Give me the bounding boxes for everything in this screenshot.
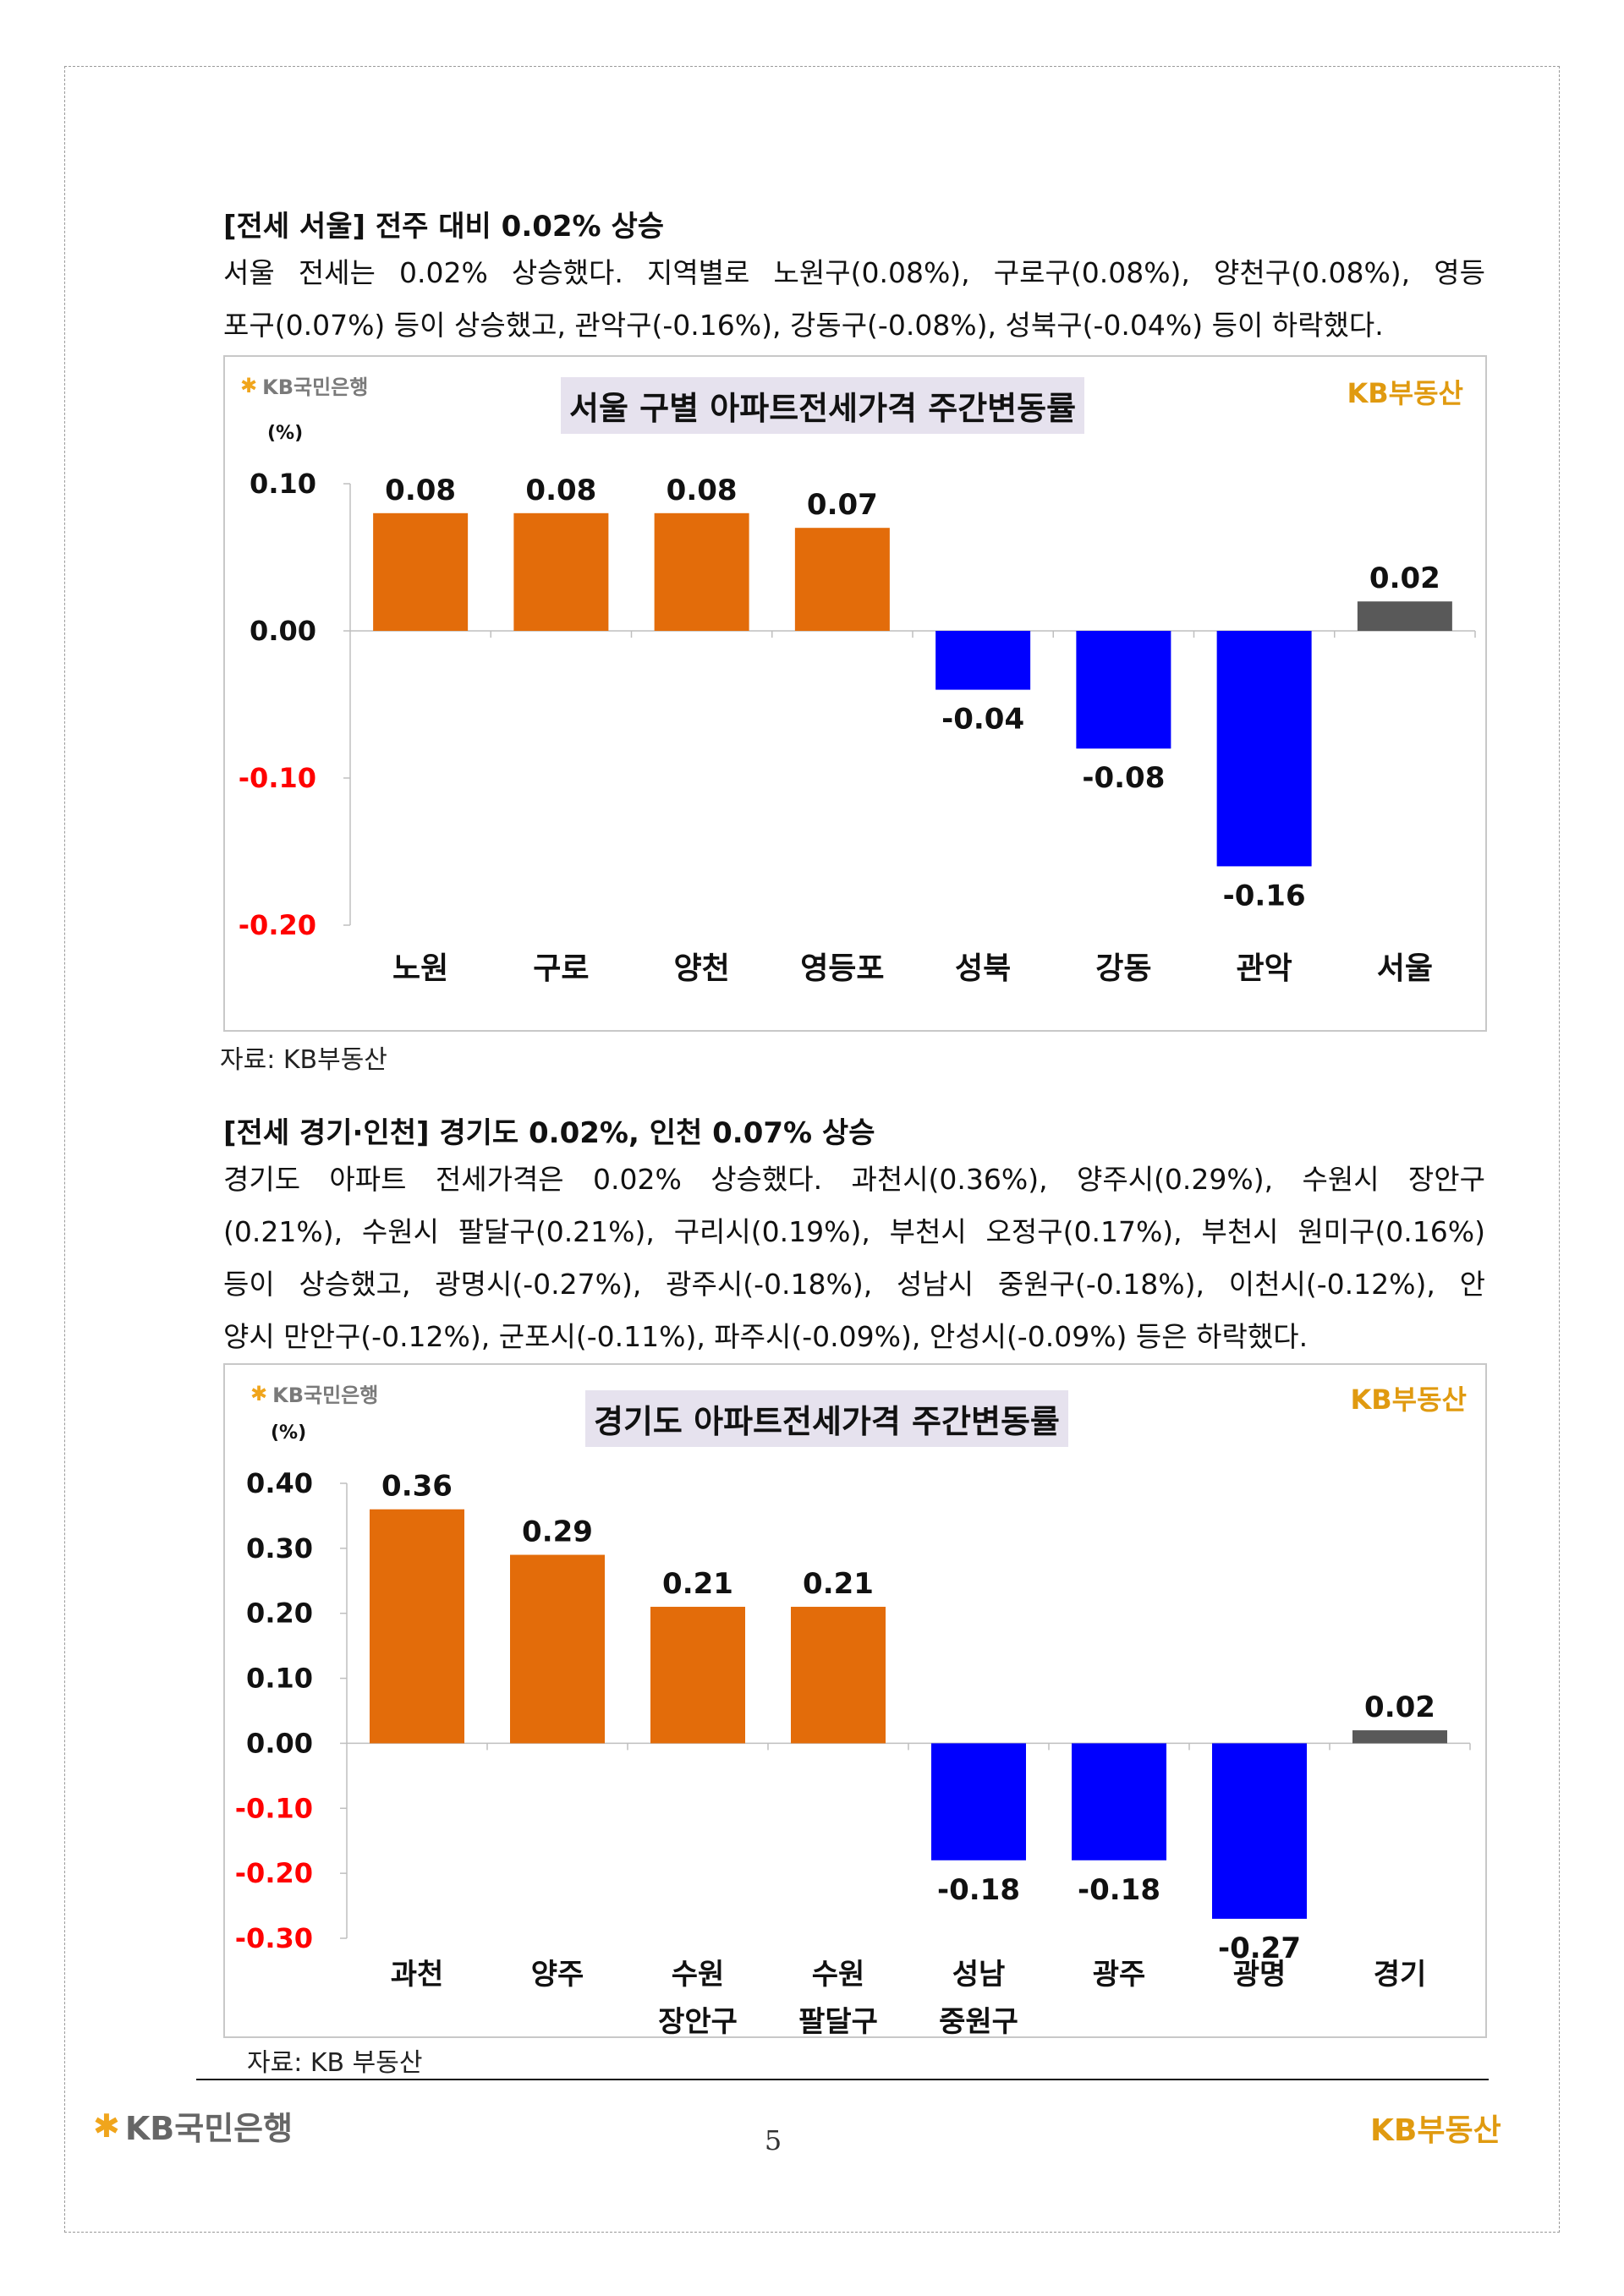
data-label: 0.08 [525, 474, 596, 507]
paragraph-line: 양시 만안구(-0.12%), 군포시(-0.11%), 파주시(-0.09%)… [223, 1320, 1309, 1353]
bar [931, 1743, 1026, 1860]
bar [1212, 1743, 1307, 1919]
data-label: -0.04 [941, 703, 1024, 737]
y-tick-label: -0.20 [235, 1857, 313, 1889]
bar [1357, 601, 1452, 631]
category-label: 노원 [392, 951, 448, 986]
category-label: 광명 [1233, 1958, 1287, 1992]
bar [1352, 1730, 1447, 1744]
seoul-chart-panel: 0.10 0.00 -0.10 -0.20 0.08 노원 0.08 구로 0.08 양천 0.07… [223, 355, 1487, 1032]
category-label: 과천 [391, 1958, 444, 1992]
category-label: 성북 [955, 951, 1011, 986]
category-label: 성남 [952, 1958, 1006, 1992]
section-paragraph-gyeonggi: 경기도 아파트 전세가격은 0.02% 상승했다. 과천시(0.36%), 양주… [223, 1153, 1485, 1363]
y-tick-label: -0.10 [235, 1792, 313, 1824]
bar [513, 512, 609, 631]
gyeonggi-chart-panel: 0.40 0.30 0.20 0.10 0.00 -0.10 -0.20 -0.30 0.36 과… [223, 1363, 1487, 2039]
data-label: 0.08 [667, 474, 738, 507]
data-label: 0.02 [1364, 1690, 1435, 1724]
paragraph-line: 등이 상승했고, 광명시(-0.27%), 광주시(-0.18%), 성남시 중… [223, 1268, 1485, 1301]
data-label: 0.36 [381, 1470, 453, 1504]
category-label: 강동 [1095, 951, 1151, 986]
kb-star-icon: ✱ [250, 1381, 268, 1406]
chart-bank-logo: ✱ KB국민은행 [240, 373, 369, 400]
chart-unit-label: (%) [267, 423, 304, 444]
y-tick-label: 0.10 [246, 1663, 313, 1695]
y-tick-label: 0.20 [246, 1597, 313, 1630]
footer-rule [196, 2079, 1489, 2080]
y-tick-label: 0.00 [246, 1727, 313, 1759]
category-label: 영등포 [800, 951, 884, 986]
category-label: 광주 [1093, 1958, 1146, 1992]
seoul-bar-chart: 0.10 0.00 -0.10 -0.20 0.08 노원 0.08 구로 0.08 양천 0.07… [239, 468, 1476, 986]
bar [510, 1554, 605, 1744]
data-label: 0.08 [385, 474, 456, 507]
y-tick-label: -0.30 [235, 1922, 313, 1954]
data-label: 0.21 [662, 1567, 733, 1601]
y-tick-label: 0.30 [246, 1532, 313, 1564]
data-label: 0.02 [1369, 562, 1440, 595]
category-label: 팔달구 [798, 2005, 878, 2039]
paragraph-line: (0.21%), 수원시 팔달구(0.21%), 구리시(0.19%), 부천시… [223, 1215, 1485, 1248]
category-label: 경기 [1374, 1958, 1427, 1992]
kb-star-icon: ✱ [93, 2107, 120, 2145]
bar [650, 1607, 745, 1744]
y-tick-label: -0.20 [239, 909, 316, 941]
category-label: 중원구 [939, 2005, 1018, 2039]
category-label: 장안구 [658, 2005, 738, 2039]
footer-land-logo: KB부동산 [1370, 2113, 1501, 2148]
bar [1072, 1743, 1166, 1860]
data-label: -0.08 [1082, 761, 1165, 795]
page-number: 5 [764, 2124, 782, 2156]
bar [1076, 631, 1171, 749]
footer-bank-logo: ✱ KB국민은행 [93, 2107, 294, 2148]
category-label: 구로 [533, 951, 589, 986]
bar [935, 631, 1031, 690]
section-paragraph-seoul: 서울 전세는 0.02% 상승했다. 지역별로 노원구(0.08%), 구로구(… [223, 247, 1485, 352]
gyeonggi-bar-chart: 0.40 0.30 0.20 0.10 0.00 -0.10 -0.20 -0.30 0.36 과… [235, 1467, 1471, 2039]
page-border [64, 66, 1560, 2233]
bar [654, 512, 749, 631]
chart-title: 경기도 아파트전세가격 주간변동률 [585, 1390, 1068, 1447]
chart-title: 서울 구별 아파트전세가격 주간변동률 [561, 377, 1085, 434]
data-label: -0.18 [1078, 1873, 1160, 1907]
paragraph-line: 서울 전세는 0.02% 상승했다. 지역별로 노원구(0.08%), 구로구(… [223, 256, 1485, 289]
bar [373, 512, 469, 631]
chart-bank-logo: ✱ KB국민은행 [250, 1381, 379, 1408]
data-label: -0.16 [1223, 879, 1306, 912]
bar [794, 528, 890, 631]
section-heading-gyeonggi: [전세 경기·인천] 경기도 0.02%, 인천 0.07% 상승 [223, 1116, 875, 1150]
category-label: 수원 [812, 1958, 865, 1992]
category-label: 관악 [1237, 951, 1292, 986]
y-tick-label: 0.00 [250, 615, 316, 647]
y-tick-label: -0.10 [239, 762, 316, 794]
chart-land-logo: KB부동산 [1347, 377, 1463, 409]
category-label: 수원 [672, 1958, 725, 1992]
kb-star-icon: ✱ [240, 373, 258, 397]
data-label: 0.07 [807, 488, 878, 522]
bar [370, 1509, 464, 1744]
data-label: 0.21 [803, 1567, 874, 1601]
source-note: 자료: KB 부동산 [247, 2048, 423, 2078]
data-label: -0.18 [937, 1873, 1020, 1907]
category-label: 서울 [1377, 951, 1433, 986]
paragraph-line: 경기도 아파트 전세가격은 0.02% 상승했다. 과천시(0.36%), 양주… [223, 1163, 1485, 1196]
y-tick-label: 0.40 [246, 1467, 313, 1499]
chart-unit-label: (%) [271, 1422, 307, 1444]
paragraph-line: 포구(0.07%) 등이 상승했고, 관악구(-0.16%), 강동구(-0.0… [223, 309, 1384, 342]
data-label: 0.29 [522, 1515, 593, 1549]
section-heading-seoul: [전세 서울] 전주 대비 0.02% 상승 [223, 210, 665, 244]
category-label: 양천 [674, 951, 730, 986]
bar [1216, 631, 1312, 867]
category-label: 양주 [531, 1958, 584, 1992]
data-label: -0.27 [1218, 1932, 1301, 1965]
bar [791, 1607, 886, 1744]
chart-land-logo: KB부동산 [1350, 1384, 1467, 1416]
source-note: 자료: KB부동산 [220, 1045, 387, 1075]
y-tick-label: 0.10 [250, 468, 316, 500]
